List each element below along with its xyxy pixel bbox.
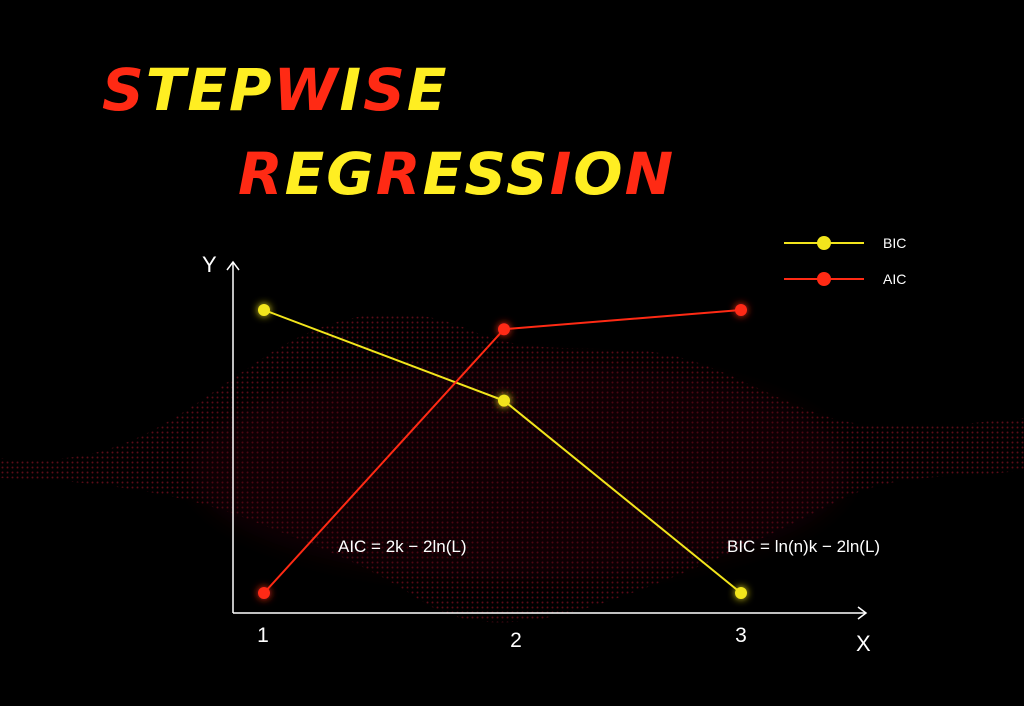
title-segment: O — [573, 140, 625, 208]
aic-formula-annotation: AIC = 2k − 2ln(L) — [338, 537, 467, 556]
y-axis-label: Y — [202, 252, 217, 277]
title-segment: I — [339, 56, 364, 124]
legend-marker-bic — [817, 236, 831, 250]
title-segment: ESS — [422, 140, 550, 208]
title-segment: S — [363, 56, 407, 124]
data-point-bic-2 — [498, 394, 510, 407]
title-segment: W — [273, 56, 340, 124]
data-point-aic-2 — [498, 323, 510, 336]
y-axis — [226, 260, 240, 613]
title-segment: N — [624, 140, 676, 208]
data-point-aic-3 — [735, 304, 747, 316]
title-segment: S — [102, 56, 146, 124]
decorative-wave-background — [0, 313, 1024, 623]
title-segment: R — [238, 140, 285, 208]
title-segment: E — [406, 56, 449, 124]
x-axis — [233, 606, 868, 620]
title-line-regression: REGRESSION — [238, 140, 675, 208]
legend: BIC AIC — [784, 235, 906, 287]
x-tick-label-3: 3 — [735, 624, 747, 647]
title-line-stepwise: STEPWISE — [102, 56, 448, 124]
bic-formula-annotation: BIC = ln(n)k − 2ln(L) — [727, 537, 880, 556]
legend-marker-aic — [817, 272, 831, 286]
title-segment: R — [375, 140, 423, 208]
x-tick-label-2: 2 — [510, 629, 522, 652]
data-point-bic-3 — [735, 587, 747, 599]
legend-label-aic: AIC — [883, 271, 906, 287]
title-segment: EG — [284, 140, 376, 208]
title-segment: TEP — [145, 56, 274, 124]
data-point-bic-1 — [258, 304, 270, 316]
legend-label-bic: BIC — [883, 235, 906, 251]
x-tick-label-1: 1 — [257, 624, 269, 647]
series-layer — [258, 304, 747, 599]
legend-item-aic: AIC — [784, 271, 906, 287]
title-segment: I — [549, 140, 574, 208]
x-axis-label: X — [856, 631, 871, 656]
legend-item-bic: BIC — [784, 235, 906, 251]
data-point-aic-1 — [258, 587, 270, 599]
